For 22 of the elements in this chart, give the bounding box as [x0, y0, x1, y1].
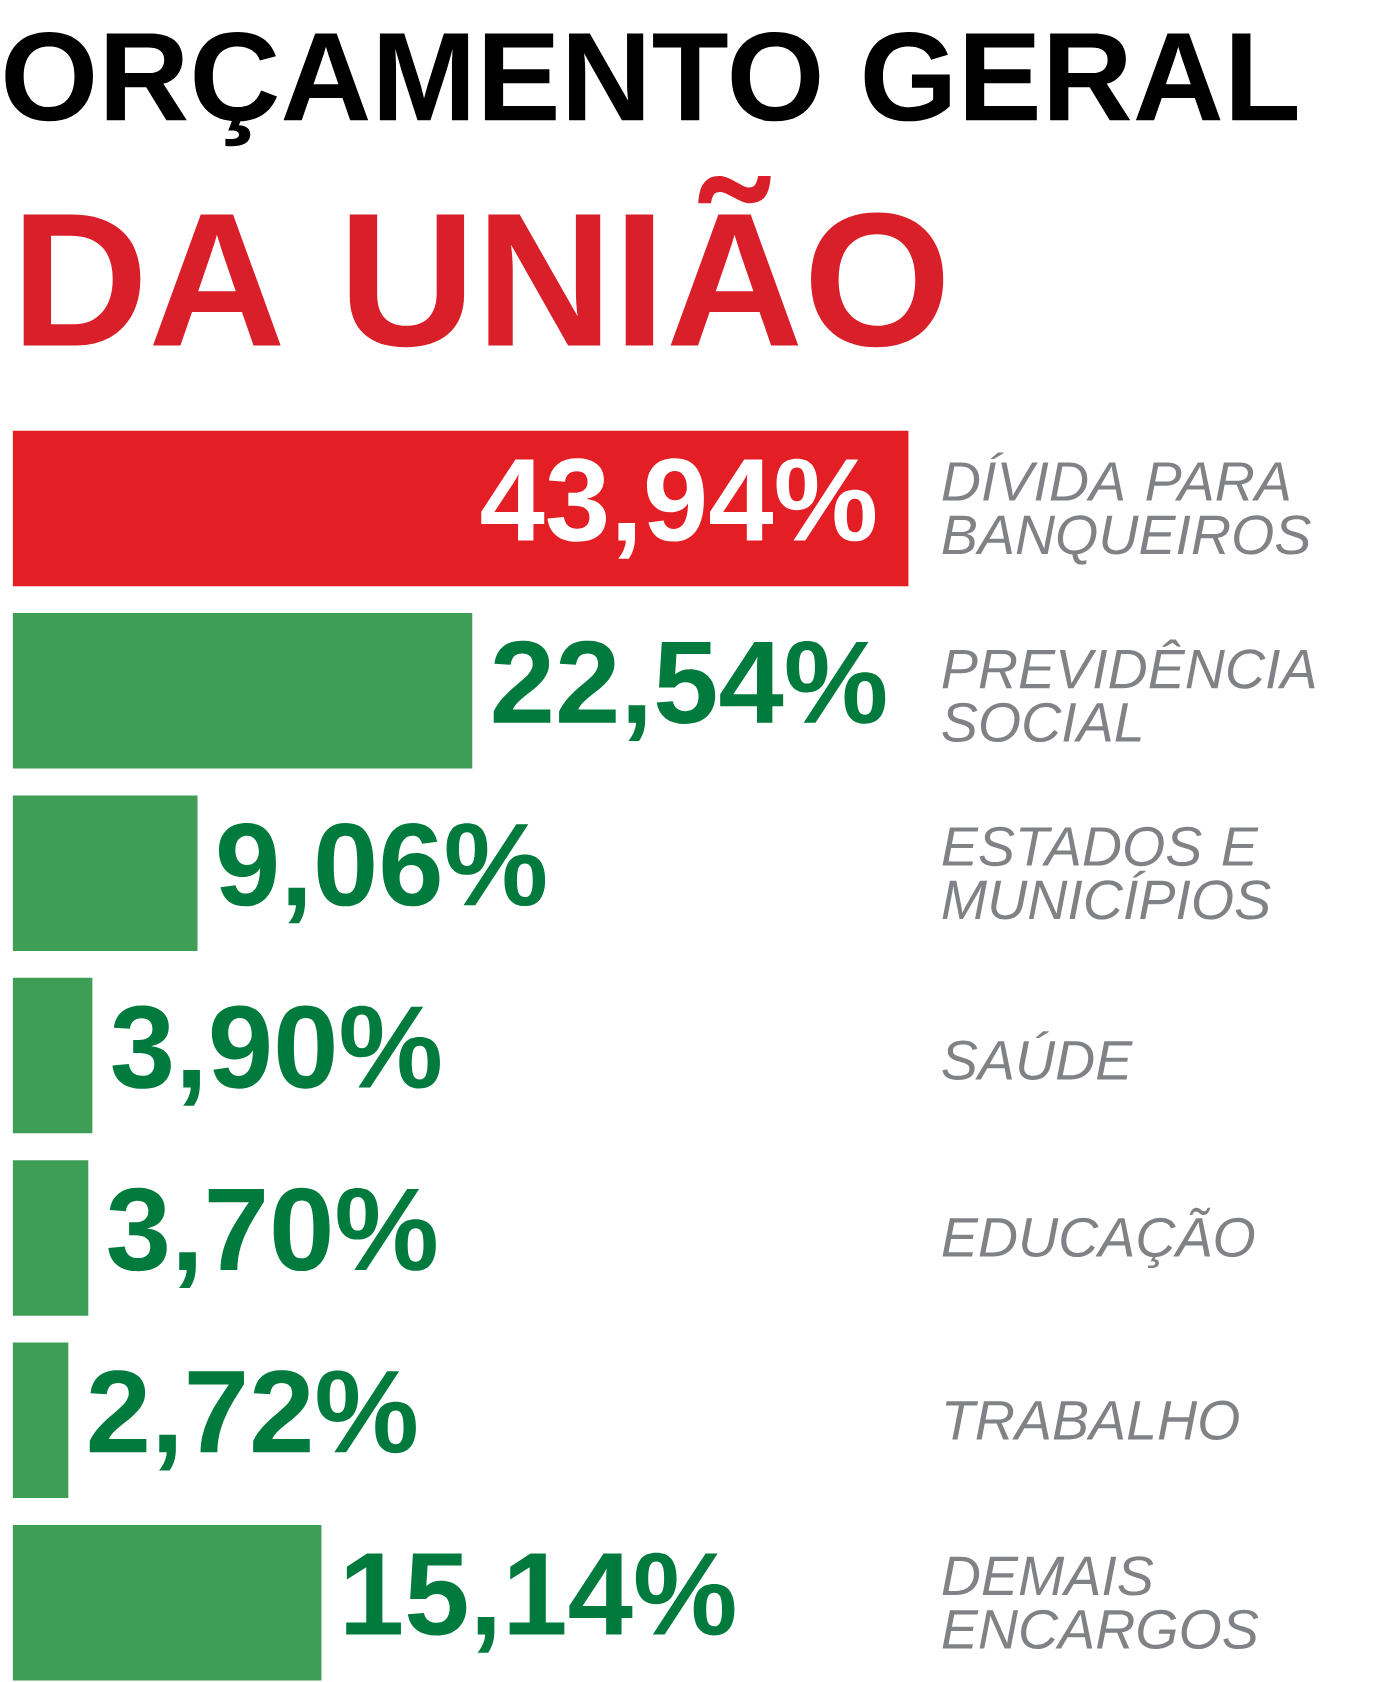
- y-tick-label: PREVIDÊNCIA SOCIAL: [942, 639, 1315, 743]
- y-tick-label: DÍVIDA PARA BANQUEIROS: [942, 452, 1311, 565]
- chart-subtitle: DA UNIÃO: [23, 176, 943, 348]
- data-label: 9,06%: [218, 823, 545, 924]
- data-label: 3,70%: [108, 1187, 436, 1289]
- chart-title: ORÇAMENTO GERAL: [5, 32, 1297, 147]
- y-tick-label: DEMAIS ENCARGOS: [942, 1556, 1259, 1650]
- data-label: 3,90%: [112, 1005, 440, 1106]
- bar: [12, 613, 473, 769]
- data-label: 2,72%: [89, 1370, 416, 1471]
- y-tick-label: TRABALHO: [945, 1400, 1239, 1440]
- bar: [12, 1160, 89, 1316]
- y-tick-label: ESTADOS E MUNICÍPIOS: [942, 826, 1271, 920]
- bar: [12, 1524, 322, 1681]
- bar: [12, 977, 93, 1134]
- data-label: 15,14%: [346, 1552, 735, 1653]
- data-label: 43,94%: [481, 458, 875, 559]
- data-label: 22,54%: [493, 640, 885, 741]
- bar: [12, 1342, 69, 1499]
- y-tick-label: SAÚDE: [942, 1031, 1133, 1080]
- y-tick-label: EDUCAÇÃO: [942, 1207, 1254, 1269]
- bar: [12, 795, 198, 951]
